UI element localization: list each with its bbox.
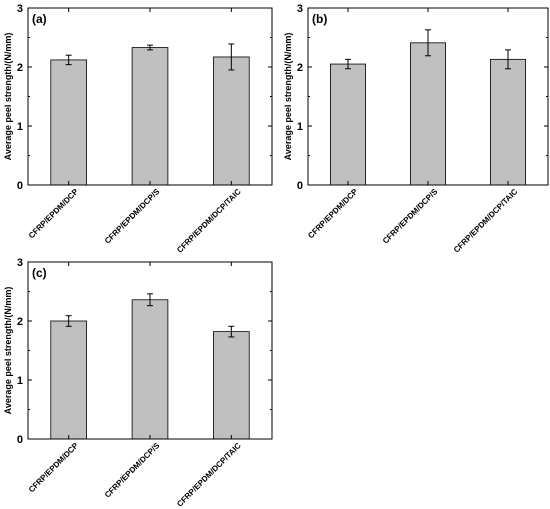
y-tick-label: 1	[297, 121, 303, 133]
y-axis-label: Average peel strength/(N/mm)	[3, 33, 13, 161]
y-tick-label: 2	[17, 62, 23, 74]
bar	[213, 331, 250, 440]
chart-panel-0: 0 1 2 3 CFRP/EPDM/DCP CFRP/EPDM/DCP/S CFRP/EPD…	[3, 3, 273, 255]
bar	[329, 63, 366, 186]
bar	[131, 47, 169, 186]
y-tick-label: 0	[297, 180, 303, 192]
bar	[409, 42, 446, 186]
x-category-label: CFRP/EPDM/DCP	[306, 187, 360, 241]
y-tick-label: 3	[17, 257, 23, 269]
x-category-label: CFRP/EPDM/DCP/TAIC	[175, 441, 243, 509]
x-category-label: CFRP/EPDM/DCP	[27, 441, 81, 495]
x-category-label: CFRP/EPDM/DCP	[27, 187, 81, 241]
y-tick-label: 1	[17, 121, 23, 133]
y-tick-label: 0	[17, 180, 23, 192]
y-tick-label: 2	[17, 316, 23, 328]
y-tick-label: 3	[17, 3, 23, 15]
y-tick-label: 1	[17, 375, 23, 387]
bar	[131, 299, 169, 440]
chart-panel-1: 0 1 2 3 CFRP/EPDM/DCP CFRP/EPDM/DCP/S CFRP/EPD…	[283, 3, 549, 255]
y-tick-label: 2	[297, 62, 303, 74]
panel-label: (b)	[312, 12, 327, 26]
bar	[213, 56, 250, 186]
y-tick-label: 0	[17, 434, 23, 446]
bar	[50, 59, 87, 186]
chart-panel-2: 0 1 2 3 CFRP/EPDM/DCP CFRP/EPDM/DCP/S CFRP/EPD…	[3, 257, 273, 509]
x-category-label: CFRP/EPDM/DCP/TAIC	[452, 187, 520, 255]
x-category-label: CFRP/EPDM/DCP/TAIC	[175, 187, 243, 255]
y-axis-label: Average peel strength/(N/mm)	[283, 33, 293, 161]
panel-label: (c)	[32, 266, 47, 280]
y-axis-label: Average peel strength/(N/mm)	[3, 287, 13, 415]
x-category-label: CFRP/EPDM/DCP/S	[381, 187, 440, 246]
bar	[489, 58, 526, 186]
bar	[50, 320, 87, 440]
y-tick-label: 3	[297, 3, 303, 15]
x-category-label: CFRP/EPDM/DCP/S	[103, 441, 162, 500]
panel-label: (a)	[32, 12, 47, 26]
x-category-label: CFRP/EPDM/DCP/S	[103, 187, 162, 246]
